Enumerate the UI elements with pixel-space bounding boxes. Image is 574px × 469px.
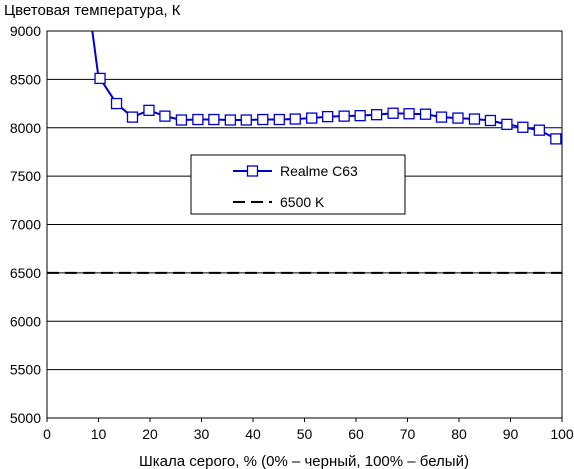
x-tick-label: 50: [297, 426, 313, 442]
series-realme-point: [387, 107, 399, 119]
series-realme-point: [289, 113, 301, 125]
series-realme-point: [550, 133, 562, 145]
series-realme-point: [501, 118, 513, 131]
series-realme-point: [533, 124, 545, 136]
y-tick-label: 6000: [10, 313, 41, 329]
series-realme-point: [354, 110, 366, 122]
y-tick-label: 5500: [10, 362, 41, 378]
y-tick-label: 7000: [10, 217, 41, 233]
legend-marker-realme: [246, 165, 259, 177]
x-tick-label: 30: [194, 426, 210, 442]
series-realme-point: [192, 113, 204, 126]
series-realme-point: [403, 108, 415, 120]
series-realme-point: [338, 110, 350, 122]
series-realme-point: [468, 113, 481, 125]
series-realme-point: [110, 97, 123, 110]
x-axis-label: Шкала серого, % (0% – черный, 100% – бел…: [139, 453, 469, 469]
series-realme-point: [94, 72, 106, 85]
legend-box: [190, 154, 406, 215]
x-tick-label: 100: [550, 426, 574, 442]
series-realme-point: [159, 110, 171, 122]
x-tick-label: 10: [91, 426, 107, 442]
series-realme-point: [126, 111, 139, 123]
legend: Realme C63 6500 K: [190, 154, 406, 215]
y-tick-label: 5000: [10, 410, 41, 426]
tick-labels: 5000 5500 6000 6500 7000 7500 8000 8500 9000 0 10 2…: [10, 23, 574, 442]
series-realme-point: [452, 112, 464, 124]
x-tick-label: 90: [503, 426, 519, 442]
series-realme-point: [224, 114, 236, 126]
legend-label-realme: Realme C63: [280, 163, 358, 179]
x-tick-label: 70: [400, 426, 416, 442]
series-realme-point: [306, 112, 318, 124]
series-realme-point: [484, 114, 497, 127]
series-realme-point: [517, 121, 529, 133]
series-realme-point: [208, 113, 220, 126]
series-layer: [47, 31, 562, 274]
y-tick-label: 8000: [10, 120, 41, 136]
legend-label-6500k: 6500 K: [280, 194, 325, 210]
series-realme-point: [175, 114, 188, 126]
x-tick-label: 20: [142, 426, 158, 442]
y-axis-label: Цветовая температура, К: [4, 2, 181, 19]
plot-frame: [46, 30, 563, 419]
series-realme-point: [257, 113, 269, 126]
series-realme-point: [322, 110, 334, 123]
x-tick-label: 0: [43, 426, 51, 442]
x-tick-label: 40: [245, 426, 261, 442]
series-realme-point: [143, 104, 155, 116]
series-realme-point: [273, 113, 285, 126]
y-tick-label: 6500: [10, 265, 41, 281]
series-realme-point: [419, 108, 432, 120]
x-tick-label: 60: [348, 426, 364, 442]
y-tick-label: 7500: [10, 168, 41, 184]
x-tick-label: 80: [451, 426, 467, 442]
series-realme-point: [240, 114, 252, 126]
series-realme-point: [370, 109, 383, 121]
axes: [46, 30, 563, 422]
series-realme-point: [435, 111, 448, 123]
y-tick-label: 9000: [10, 23, 41, 39]
y-tick-label: 8500: [10, 71, 41, 87]
